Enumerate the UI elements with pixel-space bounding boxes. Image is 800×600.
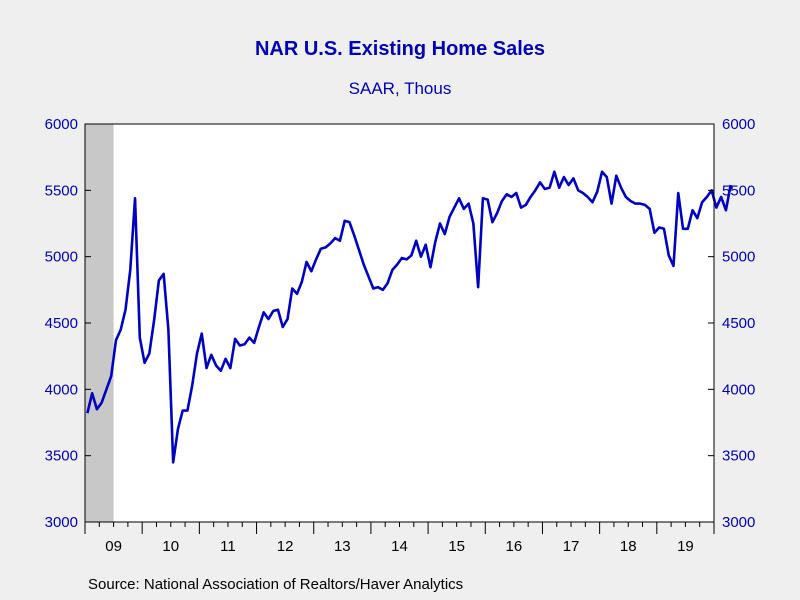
x-tick-label: 13	[334, 538, 351, 555]
y-tick-label-left: 3500	[45, 448, 78, 465]
y-tick-label-right: 3000	[722, 514, 755, 531]
chart-subtitle: SAAR, Thous	[348, 79, 452, 98]
y-tick-label-left: 4000	[45, 381, 78, 398]
tick-labels: 3000 3000 3500 3500 4000 4000 4500 4500 5000 5000…	[45, 116, 756, 555]
x-tick-label: 12	[277, 538, 294, 555]
y-tick-label-left: 4500	[45, 315, 78, 332]
x-tick-label: 15	[448, 538, 465, 555]
x-tick-label: 18	[620, 538, 637, 555]
y-tick-label-left: 5500	[45, 182, 78, 199]
x-tick-label: 10	[162, 538, 179, 555]
y-tick-label-right: 4000	[722, 381, 755, 398]
axes	[84, 123, 715, 534]
chart-source: Source: National Association of Realtors…	[88, 576, 464, 593]
series-line	[86, 170, 732, 464]
y-tick-label-left: 5000	[45, 249, 78, 266]
y-tick-label-right: 5500	[722, 182, 755, 199]
y-tick-label-right: 6000	[722, 116, 755, 133]
x-tick-label: 17	[563, 538, 580, 555]
y-tick-label-right: 4500	[722, 315, 755, 332]
chart-title: NAR U.S. Existing Home Sales	[254, 38, 546, 60]
x-tick-label: 16	[506, 538, 523, 555]
y-tick-label-right: 5000	[722, 249, 755, 266]
plot-area	[85, 124, 732, 522]
x-tick-label: 14	[391, 538, 408, 555]
x-tick-label: 19	[677, 538, 694, 555]
x-tick-label: 09	[105, 538, 122, 555]
y-tick-label-left: 3000	[45, 514, 78, 531]
y-tick-label-left: 6000	[45, 116, 78, 133]
x-tick-label: 11	[220, 538, 236, 555]
y-tick-label-right: 3500	[722, 448, 755, 465]
